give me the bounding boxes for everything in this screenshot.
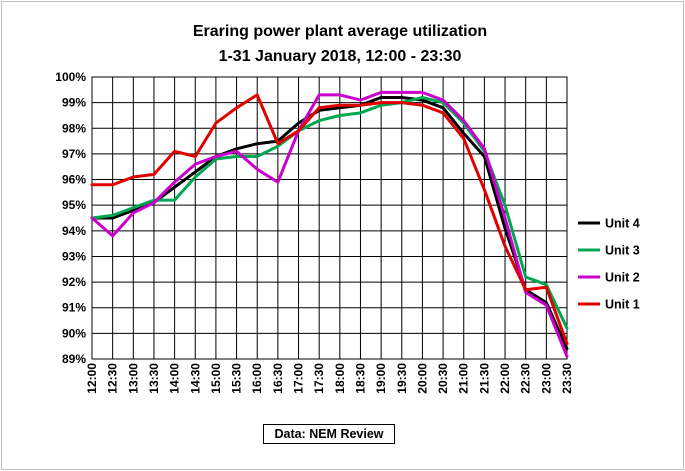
x-tick-label: 16:00 [250, 363, 264, 394]
x-tick-label: 14:30 [188, 363, 202, 394]
series-line-unit-2 [90, 90, 569, 358]
y-tick-label: 91% [62, 301, 86, 315]
x-tick-label: 20:00 [415, 363, 429, 394]
x-tick-label: 20:30 [436, 363, 450, 394]
y-tick-label: 90% [62, 326, 86, 340]
legend: Unit 4 Unit 3 Unit 2 Unit 1 [578, 217, 640, 312]
y-tick-label: 100% [55, 70, 86, 84]
legend-label-unit-1: Unit 1 [605, 298, 640, 312]
legend-label-unit-2: Unit 2 [605, 271, 640, 285]
x-tick-label: 12:30 [106, 363, 120, 394]
x-tick-label: 19:00 [374, 363, 388, 394]
x-tick-label: 22:30 [519, 363, 533, 394]
y-tick-label: 92% [62, 275, 86, 289]
x-tick-label: 13:30 [147, 363, 161, 394]
plot-border [91, 76, 568, 360]
series-line-unit-4 [90, 96, 569, 351]
y-tick-label: 97% [62, 147, 86, 161]
x-tick-label: 18:00 [333, 363, 347, 394]
plot-area [91, 76, 568, 360]
x-axis-tick-labels: 12:00 12:30 13:00 13:30 14:00 14:30 15:00 15:30… [85, 363, 574, 394]
legend-label-unit-4: Unit 4 [605, 217, 640, 231]
y-tick-label: 96% [62, 173, 86, 187]
y-tick-label: 94% [62, 224, 86, 238]
y-tick-label: 99% [62, 96, 86, 110]
series-lines [90, 90, 569, 358]
x-tick-label: 16:30 [271, 363, 285, 394]
y-tick-label: 93% [62, 249, 86, 263]
x-tick-label: 12:00 [85, 363, 99, 394]
chart-title-line-2: 1-31 January 2018, 12:00 - 23:30 [219, 48, 462, 65]
x-tick-label: 17:30 [312, 363, 326, 394]
x-tick-label: 23:00 [539, 363, 553, 394]
chart-title-line-1: Eraring power plant average utilization [193, 23, 487, 40]
y-axis-tick-labels: 89% 90% 91% 92% 93% 94% 95% 96% 97% 98% 99% 100% [55, 70, 86, 366]
x-tick-label: 22:00 [498, 363, 512, 394]
x-tick-label: 14:00 [168, 363, 182, 394]
y-tick-label: 89% [62, 352, 86, 366]
x-tick-label: 15:00 [209, 363, 223, 394]
x-tick-label: 18:30 [353, 363, 367, 394]
x-tick-label: 19:30 [395, 363, 409, 394]
y-tick-label: 98% [62, 121, 86, 135]
x-tick-label: 17:00 [292, 363, 306, 394]
x-tick-label: 23:30 [560, 363, 574, 394]
y-tick-label: 95% [62, 198, 86, 212]
x-tick-label: 21:00 [457, 363, 471, 394]
x-tick-label: 15:30 [230, 363, 244, 394]
x-tick-label: 13:00 [126, 363, 140, 394]
x-tick-label: 21:30 [477, 363, 491, 394]
legend-label-unit-3: Unit 3 [605, 244, 640, 258]
series-line-unit-1 [90, 93, 569, 346]
data-source-label: Data: NEM Review [263, 424, 395, 444]
